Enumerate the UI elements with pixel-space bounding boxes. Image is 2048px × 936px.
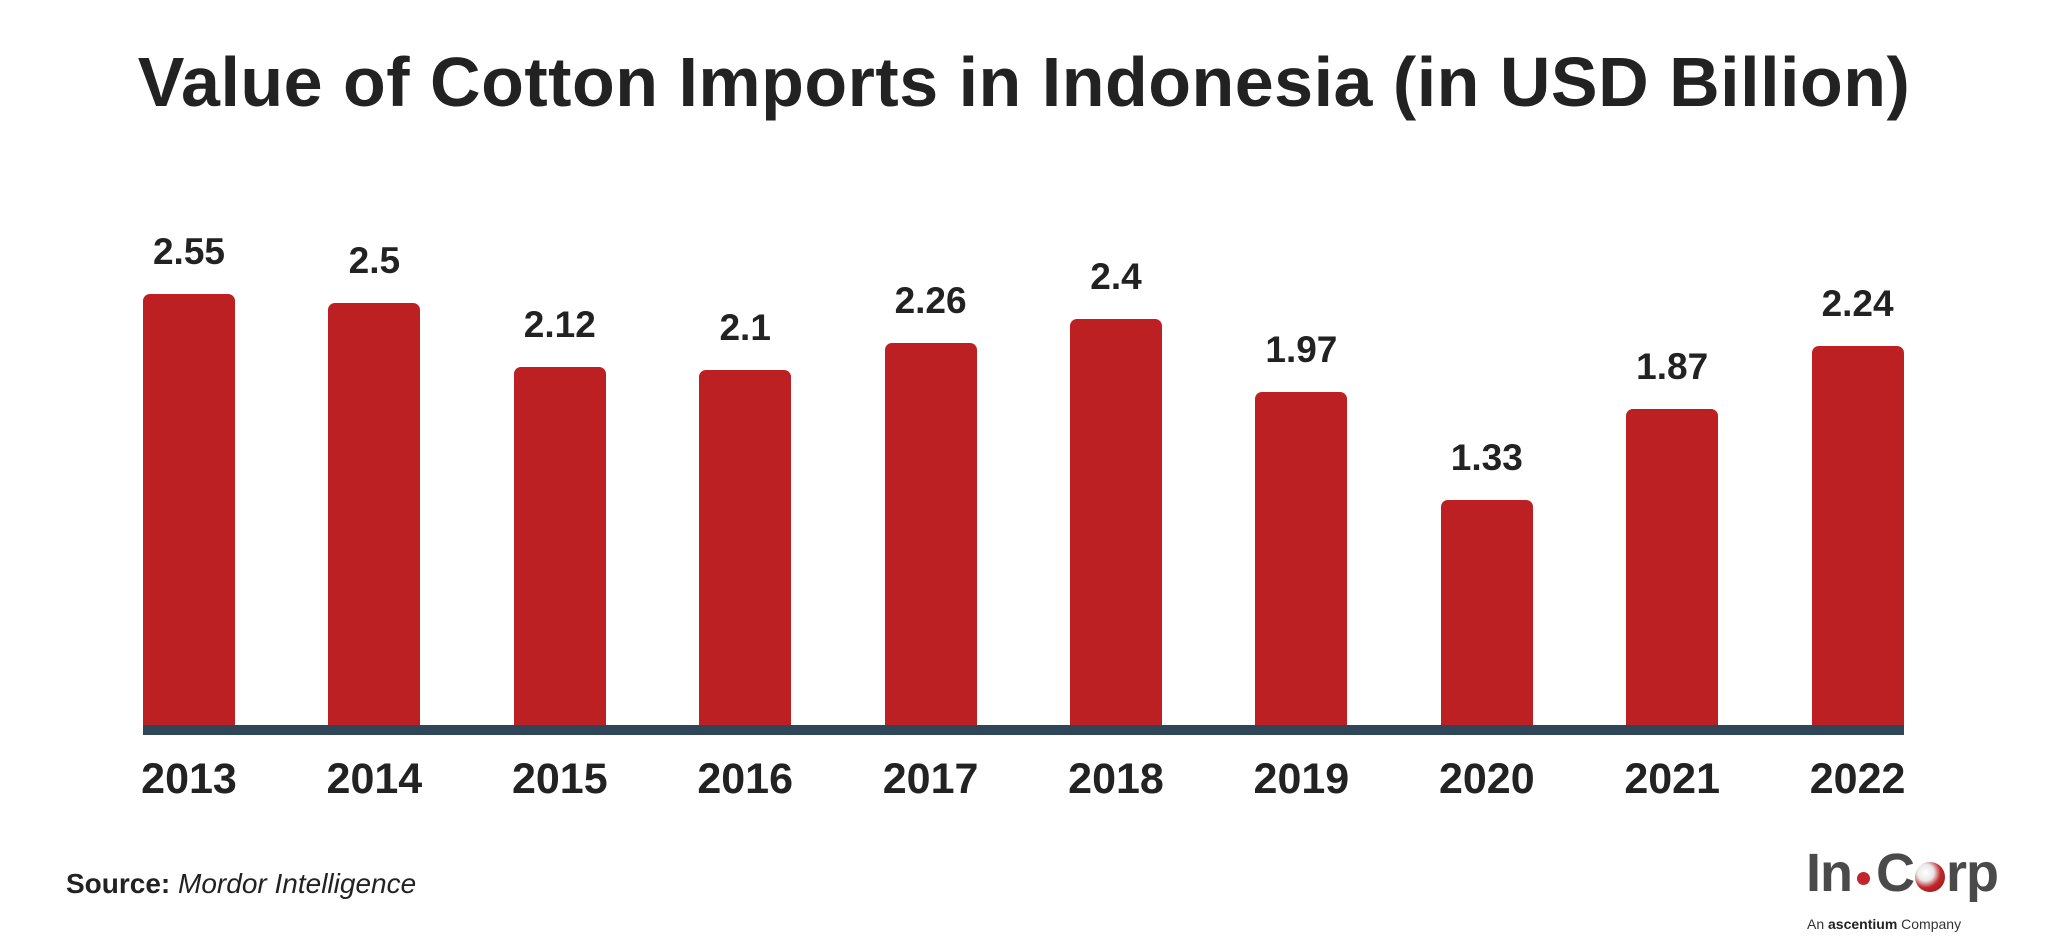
globe-icon xyxy=(1915,862,1945,892)
value-label-2017: 2.26 xyxy=(894,280,967,322)
bar-2019 xyxy=(1255,392,1348,725)
x-tick-label-2020: 2020 xyxy=(1438,755,1535,803)
logo-text-c: C xyxy=(1876,843,1915,903)
x-tick-label-2016: 2016 xyxy=(697,755,794,803)
x-tick-label-2018: 2018 xyxy=(1068,755,1164,803)
value-label-2022: 2.24 xyxy=(1821,283,1894,325)
x-tick-label-2015: 2015 xyxy=(511,755,608,803)
x-axis-line xyxy=(143,725,1904,735)
tagline-prefix: An xyxy=(1807,916,1825,932)
logo-text-in: In xyxy=(1806,843,1853,903)
x-tick-label-2022: 2022 xyxy=(1809,755,1906,803)
value-label-2020: 1.33 xyxy=(1450,437,1523,479)
logo-tagline: An ascentium Company xyxy=(1807,916,1961,932)
source-note: Source: Mordor Intelligence xyxy=(66,868,416,900)
x-tick-label-2014: 2014 xyxy=(326,755,423,803)
logo-red-dot-icon xyxy=(1857,872,1870,885)
logo-text-rp: rp xyxy=(1946,843,1999,903)
source-value: Mordor Intelligence xyxy=(178,868,417,899)
bar-2020 xyxy=(1440,500,1533,725)
x-tick-label-2013: 2013 xyxy=(141,755,237,803)
bar-2017 xyxy=(884,343,977,725)
bar-2022 xyxy=(1811,346,1904,725)
value-label-2019: 1.97 xyxy=(1265,329,1338,371)
value-label-2013: 2.55 xyxy=(152,231,225,273)
bar-2015 xyxy=(513,366,606,725)
tagline-suffix: Company xyxy=(1901,916,1962,932)
bar-2016 xyxy=(699,370,792,725)
chart-title: Value of Cotton Imports in Indonesia (in… xyxy=(137,43,1911,121)
value-label-2021: 1.87 xyxy=(1636,345,1709,387)
value-label-2016: 2.1 xyxy=(719,307,771,349)
value-label-2018: 2.4 xyxy=(1090,256,1142,298)
value-label-2015: 2.12 xyxy=(523,303,596,345)
tagline-brand: ascentium xyxy=(1828,916,1898,932)
x-tick-label-2021: 2021 xyxy=(1624,755,1721,803)
bar-2021 xyxy=(1626,408,1719,725)
bar-2014 xyxy=(328,302,421,725)
x-tick-label-2017: 2017 xyxy=(882,755,979,803)
x-tick-label-2019: 2019 xyxy=(1253,755,1350,803)
value-label-2014: 2.5 xyxy=(348,239,401,281)
bar-2018 xyxy=(1070,319,1162,725)
bar-2013 xyxy=(143,294,235,725)
source-label: Source: xyxy=(66,868,171,899)
